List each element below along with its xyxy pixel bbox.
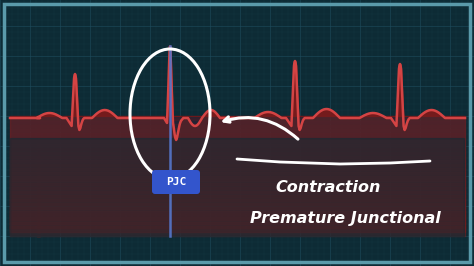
Text: Premature Junctional: Premature Junctional — [250, 210, 440, 226]
Text: Contraction: Contraction — [275, 181, 381, 196]
Text: PJC: PJC — [166, 177, 186, 187]
Bar — [10, 138, 464, 236]
FancyBboxPatch shape — [152, 170, 200, 194]
